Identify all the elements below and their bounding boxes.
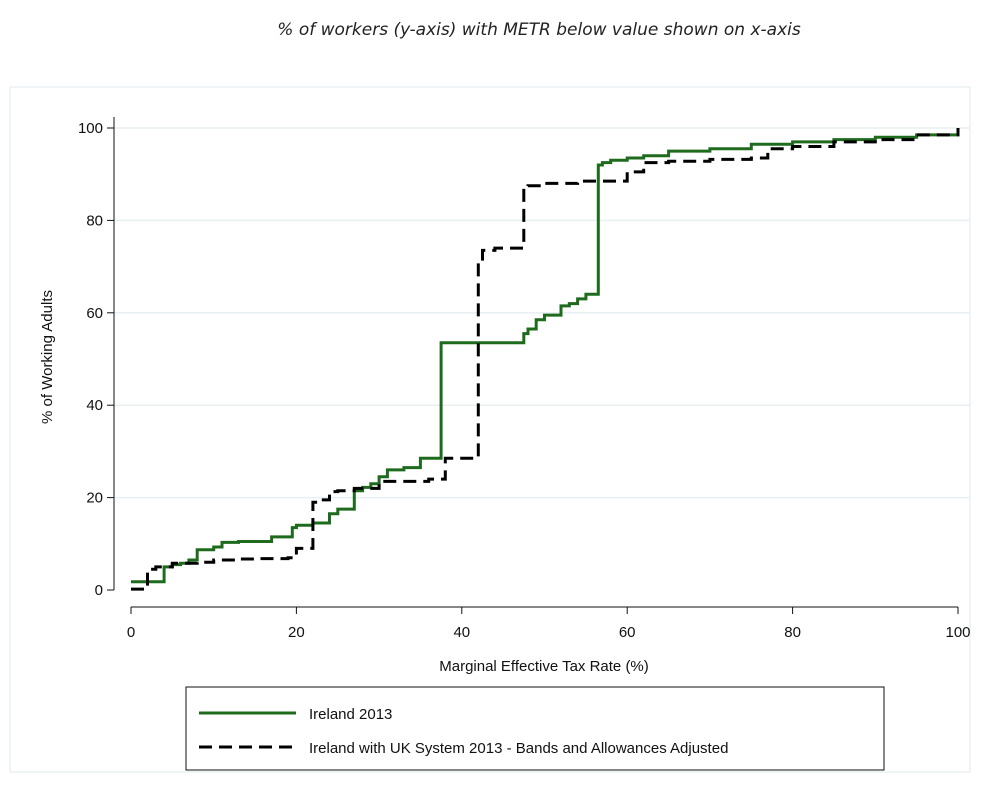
legend-label-ireland-uk-system: Ireland with UK System 2013 - Bands and … <box>309 740 728 757</box>
y-axis-title: % of Working Adults <box>39 290 56 424</box>
x-axis-title: Marginal Effective Tax Rate (%) <box>439 658 649 675</box>
legend-label-ireland-2013: Ireland 2013 <box>309 706 392 723</box>
y-tick-label-100: 100 <box>78 120 103 137</box>
y-tick-label-40: 40 <box>86 397 103 414</box>
chart-caption: % of workers (y-axis) with METR below va… <box>277 20 801 40</box>
legend: Ireland 2013 Ireland with UK System 2013… <box>185 686 885 771</box>
x-tick-label-80: 80 <box>784 624 801 641</box>
y-tick-label-80: 80 <box>86 212 103 229</box>
x-tick-label-100: 100 <box>945 624 970 641</box>
chart-frame <box>9 86 971 773</box>
x-ticks: 0 20 40 60 80 100 <box>127 607 971 641</box>
y-tick-label-20: 20 <box>86 490 103 507</box>
x-tick-label-40: 40 <box>453 624 470 641</box>
series-line-ireland-2013 <box>131 133 958 584</box>
legend-box <box>185 686 885 771</box>
y-tick-label-0: 0 <box>95 582 103 599</box>
series-group <box>131 128 960 591</box>
y-ticks: 0 20 40 60 80 100 <box>78 120 114 599</box>
gridlines <box>114 127 970 499</box>
axes <box>113 117 958 608</box>
x-tick-label-0: 0 <box>127 624 135 641</box>
x-tick-label-60: 60 <box>619 624 636 641</box>
series-line-ireland-uk-system <box>131 128 960 591</box>
y-tick-label-60: 60 <box>86 305 103 322</box>
x-tick-label-20: 20 <box>288 624 305 641</box>
